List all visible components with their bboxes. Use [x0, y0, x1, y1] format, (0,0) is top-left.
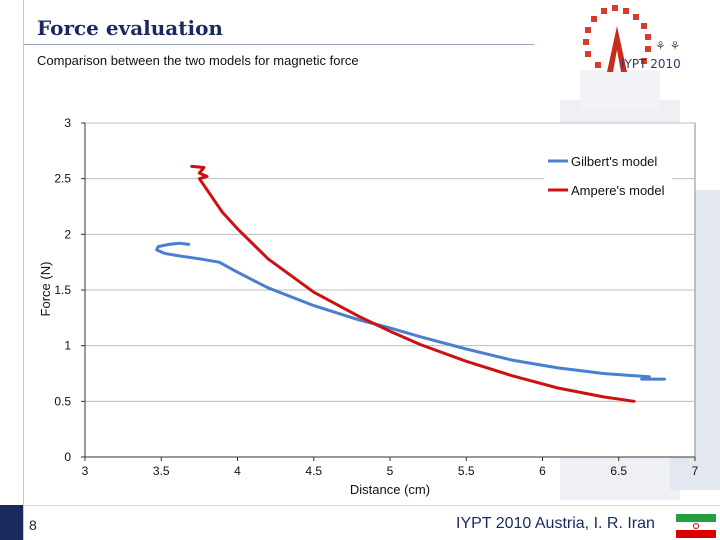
- x-tick-label: 5: [387, 464, 394, 478]
- y-axis-ticks: 0 0.5 1 1.5 2 2.5 3: [54, 116, 85, 464]
- footer-rule: [24, 505, 720, 506]
- y-tick-label: 1.5: [54, 283, 71, 297]
- x-tick-label: 3: [82, 464, 89, 478]
- y-tick-label: 3: [64, 116, 71, 130]
- slide-title: Force evaluation: [37, 16, 223, 40]
- iypt-logo: ⚘ ⚘ IYPT 2010: [583, 5, 681, 72]
- iran-flag-icon: [676, 514, 716, 538]
- series-line-gilbert: [155, 241, 666, 381]
- x-axis-ticks: 3 3.5 4 4.5 5 5.5 6 6.5 7: [82, 457, 699, 478]
- x-tick-label: 6.5: [610, 464, 627, 478]
- y-tick-label: 0.5: [54, 394, 71, 408]
- x-tick-label: 3.5: [153, 464, 170, 478]
- left-footer-band: [0, 505, 23, 540]
- y-tick-label: 1: [64, 339, 71, 353]
- page-number: 8: [29, 517, 37, 533]
- title-underline: [24, 44, 534, 45]
- x-tick-label: 4: [234, 464, 241, 478]
- slide-subtitle: Comparison between the two models for ma…: [37, 53, 359, 68]
- x-tick-label: 6: [539, 464, 546, 478]
- chart-legend: Gilbert's model Ampere's model: [544, 150, 672, 206]
- legend-label-ampere: Ampere's model: [571, 183, 665, 198]
- x-tick-label: 4.5: [305, 464, 322, 478]
- left-vertical-rule: [23, 0, 24, 540]
- y-tick-label: 0: [64, 450, 71, 464]
- y-tick-label: 2.5: [54, 172, 71, 186]
- series-line-ampere: [190, 164, 636, 403]
- y-axis-label: Force (N): [38, 262, 53, 317]
- x-tick-label: 5.5: [458, 464, 475, 478]
- series-layer: [155, 164, 666, 403]
- x-tick-label: 7: [692, 464, 699, 478]
- x-axis-label: Distance (cm): [350, 482, 430, 497]
- legend-label-gilbert: Gilbert's model: [571, 154, 657, 169]
- footer-text: IYPT 2010 Austria, I. R. Iran: [456, 515, 655, 532]
- y-tick-label: 2: [64, 227, 71, 241]
- logo-text: IYPT 2010: [621, 57, 681, 71]
- svg-text:⚘ ⚘: ⚘ ⚘: [655, 39, 680, 53]
